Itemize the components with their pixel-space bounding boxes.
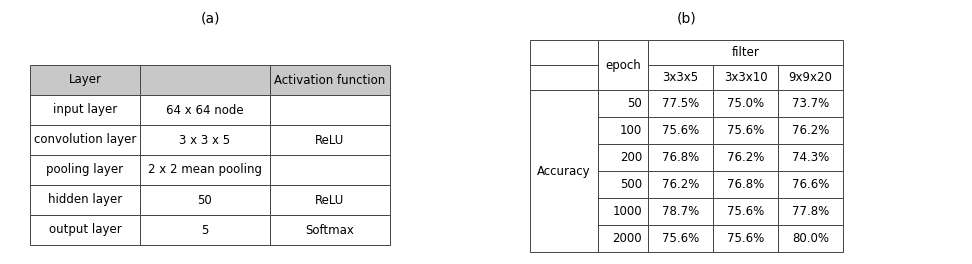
Text: 64 x 64 node: 64 x 64 node (166, 103, 244, 116)
Text: Softmax: Softmax (305, 224, 355, 237)
Text: 3x3x5: 3x3x5 (663, 71, 699, 84)
Bar (778, 198, 843, 225)
Bar (30, 65, 140, 95)
Bar (778, 90, 843, 117)
Text: 5: 5 (201, 224, 209, 237)
Bar (270, 65, 390, 95)
Text: 75.6%: 75.6% (662, 232, 699, 245)
Bar (598, 198, 648, 225)
Bar (140, 155, 270, 185)
Bar (598, 90, 648, 117)
Bar (140, 185, 270, 215)
Bar (598, 117, 648, 144)
Text: 9x9x20: 9x9x20 (788, 71, 832, 84)
Text: 50: 50 (627, 97, 642, 110)
Bar (713, 90, 778, 117)
Text: 75.6%: 75.6% (727, 205, 764, 218)
Text: 75.6%: 75.6% (662, 124, 699, 137)
Text: 100: 100 (620, 124, 642, 137)
Text: epoch: epoch (606, 59, 641, 72)
Bar (648, 40, 843, 65)
Text: 2000: 2000 (612, 232, 642, 245)
Text: 78.7%: 78.7% (662, 205, 699, 218)
Bar (30, 215, 140, 245)
Bar (140, 65, 270, 95)
Text: 76.8%: 76.8% (727, 178, 764, 191)
Text: Activation function: Activation function (274, 73, 386, 87)
Text: ReLU: ReLU (315, 194, 345, 206)
Text: (a): (a) (200, 11, 220, 25)
Bar (648, 117, 713, 144)
Bar (30, 155, 140, 185)
Bar (778, 225, 843, 252)
Bar (598, 225, 648, 252)
Text: 75.6%: 75.6% (727, 232, 764, 245)
Bar (713, 144, 778, 171)
Text: 1000: 1000 (612, 205, 642, 218)
Bar (30, 95, 140, 125)
Bar (778, 117, 843, 144)
Bar (270, 125, 390, 155)
Bar (778, 65, 843, 90)
Text: 76.6%: 76.6% (792, 178, 829, 191)
Text: 3 x 3 x 5: 3 x 3 x 5 (180, 134, 230, 147)
Text: 3x3x10: 3x3x10 (724, 71, 767, 84)
Text: 76.2%: 76.2% (727, 151, 764, 164)
Text: input layer: input layer (52, 103, 117, 116)
Bar (270, 155, 390, 185)
Text: convolution layer: convolution layer (34, 134, 136, 147)
Text: 2 x 2 mean pooling: 2 x 2 mean pooling (148, 163, 262, 177)
Text: 75.6%: 75.6% (727, 124, 764, 137)
Bar (713, 198, 778, 225)
Bar (140, 95, 270, 125)
Text: output layer: output layer (49, 224, 122, 237)
Text: 200: 200 (620, 151, 642, 164)
Text: 76.2%: 76.2% (662, 178, 699, 191)
Bar (270, 95, 390, 125)
Bar (140, 125, 270, 155)
Bar (713, 225, 778, 252)
Bar (30, 125, 140, 155)
Text: filter: filter (732, 46, 759, 59)
Bar (270, 185, 390, 215)
Bar (270, 215, 390, 245)
Bar (530, 90, 598, 252)
Bar (648, 225, 713, 252)
Bar (648, 198, 713, 225)
Text: 77.8%: 77.8% (792, 205, 829, 218)
Bar (140, 215, 270, 245)
Bar (648, 65, 713, 90)
Text: 500: 500 (620, 178, 642, 191)
Bar (778, 144, 843, 171)
Bar (598, 40, 648, 90)
Bar (648, 171, 713, 198)
Bar (778, 171, 843, 198)
Bar (713, 171, 778, 198)
Text: 77.5%: 77.5% (662, 97, 699, 110)
Text: (b): (b) (677, 11, 696, 25)
Bar (598, 171, 648, 198)
Bar (713, 117, 778, 144)
Bar (648, 90, 713, 117)
Bar (530, 40, 598, 65)
Text: 74.3%: 74.3% (792, 151, 829, 164)
Bar (713, 65, 778, 90)
Bar (648, 144, 713, 171)
Text: Accuracy: Accuracy (538, 164, 591, 177)
Text: 76.8%: 76.8% (662, 151, 699, 164)
Text: 75.0%: 75.0% (727, 97, 764, 110)
Text: Layer: Layer (68, 73, 101, 87)
Text: 80.0%: 80.0% (792, 232, 829, 245)
Bar (30, 185, 140, 215)
Text: 73.7%: 73.7% (792, 97, 829, 110)
Text: pooling layer: pooling layer (47, 163, 123, 177)
Bar (598, 144, 648, 171)
Text: 50: 50 (197, 194, 212, 206)
Text: ReLU: ReLU (315, 134, 345, 147)
Bar (530, 65, 598, 90)
Text: 76.2%: 76.2% (792, 124, 829, 137)
Text: hidden layer: hidden layer (48, 194, 122, 206)
